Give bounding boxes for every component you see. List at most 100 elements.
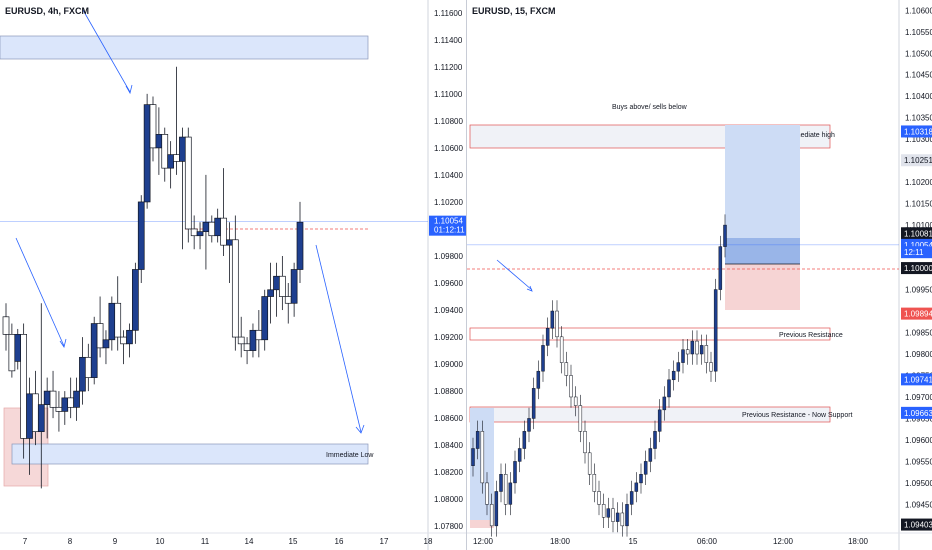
immediate-low-label: Immediate Low: [326, 452, 374, 459]
candle-body: [120, 336, 127, 345]
candle-body: [14, 334, 22, 362]
time-tick-label: 18: [424, 537, 433, 546]
time-tick-label: 7: [23, 537, 28, 546]
price-tick-label: 1.09000: [434, 360, 463, 369]
candle-body: [597, 491, 601, 505]
chart-title-15m: EURUSD, 15, FXCM: [472, 6, 556, 16]
long-entry-zone: [725, 238, 800, 264]
candle-body: [161, 134, 169, 169]
candle-body: [723, 224, 727, 247]
candle-body: [601, 504, 606, 518]
candle-body: [713, 289, 718, 372]
candle-body: [220, 217, 227, 246]
candle-body: [657, 409, 662, 432]
candle-body: [648, 448, 653, 462]
chart-4h-canvas[interactable]: 1.11600 1.11400 1.11200 1.11000 1.10800 1.106…: [0, 0, 466, 550]
candle-body: [690, 340, 695, 355]
arrow-head: [355, 424, 365, 434]
price-tag: [901, 262, 932, 275]
candle-body: [61, 397, 69, 412]
price-tag: [901, 406, 932, 419]
arrow-head: [526, 285, 533, 292]
candle-body: [279, 275, 286, 297]
previous-resistance-zone: [469, 327, 831, 341]
candle-body: [243, 343, 251, 351]
price-tick-label: 1.08400: [434, 441, 463, 450]
chart-panel-15m[interactable]: 1.10600 1.10550 1.10500 1.10450 1.10400 1.103…: [466, 0, 932, 550]
candle-body: [587, 452, 592, 475]
candle-body: [685, 349, 690, 355]
price-tick-label: 1.10300: [905, 135, 932, 144]
buys-sells-label: Buys above/ sells below: [612, 104, 688, 111]
candle-body: [67, 397, 75, 408]
time-tick-label: 9: [113, 537, 118, 546]
candle-body: [494, 491, 499, 527]
candle-body: [471, 448, 475, 466]
candle-body: [237, 336, 245, 345]
candle-body: [284, 296, 292, 304]
candle-body: [290, 269, 298, 304]
candle-body: [639, 474, 643, 484]
candle-body: [653, 431, 657, 449]
candle-body: [208, 221, 216, 237]
candle-body: [43, 390, 51, 405]
candle-body: [273, 275, 280, 291]
chart-15m-canvas[interactable]: 1.10600 1.10550 1.10500 1.10450 1.10400 1.103…: [467, 0, 932, 550]
price-tick-label: 1.09400: [434, 306, 463, 315]
time-tick-label: 17: [380, 537, 389, 546]
candle-body: [541, 345, 545, 372]
price-tick-label: 1.09600: [905, 436, 932, 445]
time-tick-label: 12:00: [473, 537, 494, 546]
candle-body: [578, 405, 583, 432]
candle-body: [167, 154, 174, 169]
candle-body: [149, 104, 157, 149]
candle-body: [489, 504, 494, 527]
price-tag-label: 1.10081: [904, 229, 932, 238]
time-tick-label: 18:00: [848, 537, 869, 546]
price-tick-label: 1.10500: [905, 49, 932, 58]
price-tick-label: 1.08000: [434, 495, 463, 504]
price-tick-label: 1.09600: [434, 279, 463, 288]
candle-body: [261, 296, 269, 341]
chart-panel-4h[interactable]: 1.11600 1.11400 1.11200 1.11000 1.10800 1.106…: [0, 0, 466, 550]
time-tick-label: 16: [335, 537, 344, 546]
candle-body: [475, 431, 480, 449]
candle-body: [667, 379, 671, 398]
chart-title-4h: EURUSD, 4h, FXCM: [5, 6, 90, 16]
candle-body: [267, 289, 274, 297]
time-tick-label: 8: [68, 537, 73, 546]
candle-body: [615, 512, 620, 522]
candle-body: [536, 370, 541, 389]
candle-body: [249, 329, 257, 351]
candle-body: [202, 221, 210, 233]
price-tag: [901, 307, 932, 320]
candle-body: [90, 323, 98, 378]
arrow-head: [59, 338, 67, 348]
previous-resistance-support-label: Previous Resistance - Now Support: [742, 412, 853, 419]
price-tick-label: 1.09650: [905, 414, 932, 423]
price-tag-label: 1.09894: [904, 310, 932, 319]
arrow-down-to-high: [82, 9, 131, 93]
price-tag-label: 1.10318: [904, 127, 932, 136]
candle-body: [96, 323, 104, 349]
price-tick-label: 1.10200: [905, 178, 932, 187]
immediate-high-label: Immediate high: [787, 132, 835, 139]
candle-body: [84, 356, 92, 378]
price-tick-label: 1.09700: [905, 393, 932, 402]
candle-body: [184, 136, 192, 230]
left-red-zone: [470, 520, 494, 528]
trend-arrow: [496, 259, 533, 291]
price-tick-label: 1.08800: [434, 387, 463, 396]
price-tick-label: 1.07800: [434, 522, 463, 531]
price-tag-label: 1.09741: [904, 375, 932, 384]
price-tag-label: 1.10000: [904, 264, 932, 273]
bar-countdown: 01:12:11: [434, 226, 465, 235]
price-tick-label: 1.10600: [434, 144, 463, 153]
price-tag: [901, 125, 932, 138]
candle-body: [522, 431, 527, 449]
candle-body: [629, 491, 634, 505]
candle-body: [531, 388, 536, 419]
candle-body: [126, 329, 133, 345]
candle-body: [555, 310, 559, 338]
current-price-tag: [429, 215, 466, 236]
